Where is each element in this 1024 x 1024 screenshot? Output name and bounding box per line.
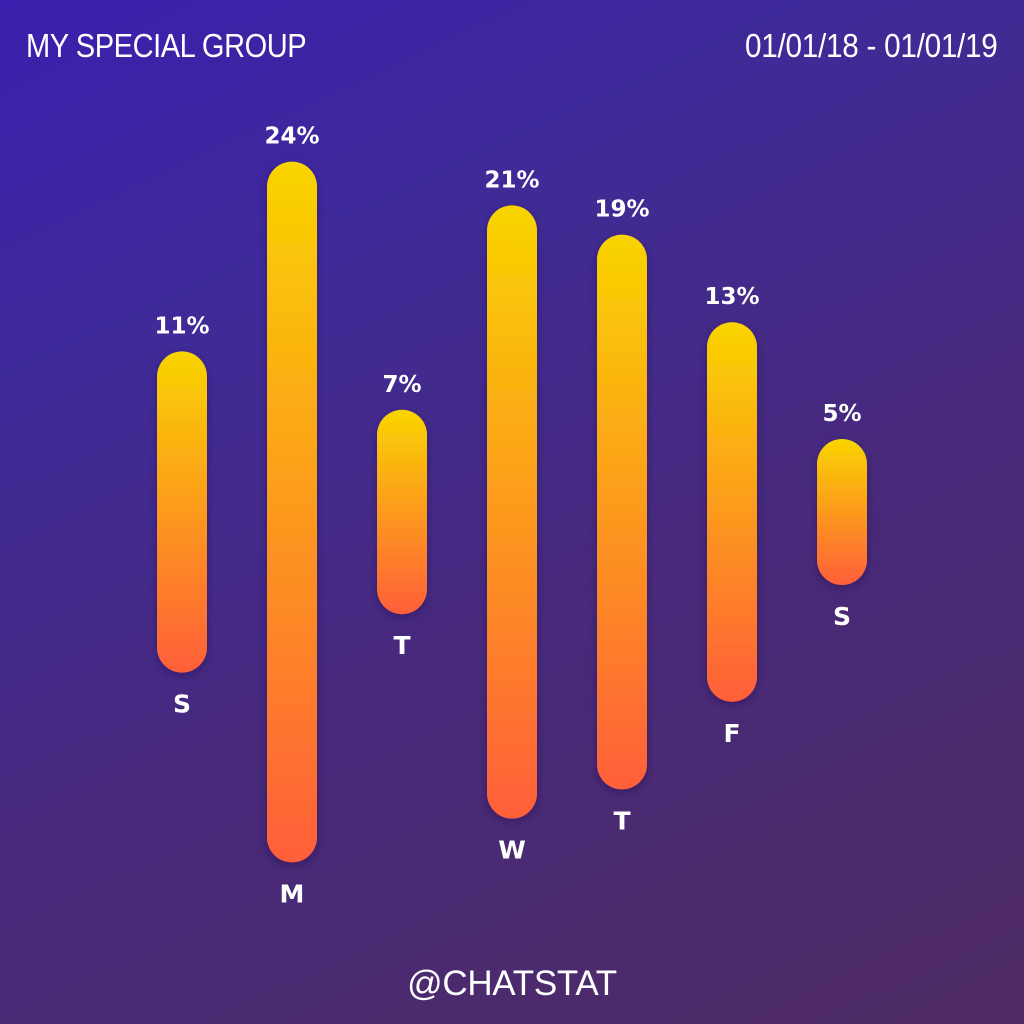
bar-1 bbox=[267, 161, 317, 863]
value-label-4: 19% bbox=[594, 197, 649, 223]
date-range: 01/01/18 - 01/01/19 bbox=[745, 27, 999, 64]
chart-title: MY SPECIAL GROUP bbox=[26, 27, 307, 64]
bar-6 bbox=[817, 439, 867, 585]
day-label-2: T bbox=[393, 631, 410, 660]
value-label-5: 13% bbox=[704, 284, 759, 310]
value-label-0: 11% bbox=[154, 313, 209, 339]
day-label-1: M bbox=[280, 879, 305, 908]
day-label-0: S bbox=[173, 690, 191, 719]
day-label-4: T bbox=[613, 806, 630, 835]
bar-5 bbox=[707, 322, 757, 702]
day-label-6: S bbox=[833, 602, 851, 631]
bar-3 bbox=[487, 205, 537, 819]
bar-2 bbox=[377, 409, 427, 615]
value-label-6: 5% bbox=[822, 401, 861, 427]
value-label-1: 24% bbox=[264, 124, 319, 150]
value-label-2: 7% bbox=[382, 372, 421, 398]
day-label-5: F bbox=[723, 719, 740, 748]
value-label-3: 21% bbox=[484, 167, 539, 193]
bar-0 bbox=[157, 351, 207, 673]
bar-4 bbox=[597, 234, 647, 790]
bars-layer: 11% S 24% M 7% T 21% W 19% T 13% F 5% S bbox=[154, 124, 867, 908]
day-label-3: W bbox=[498, 836, 526, 865]
footer-handle: @CHATSTAT bbox=[407, 964, 617, 1003]
